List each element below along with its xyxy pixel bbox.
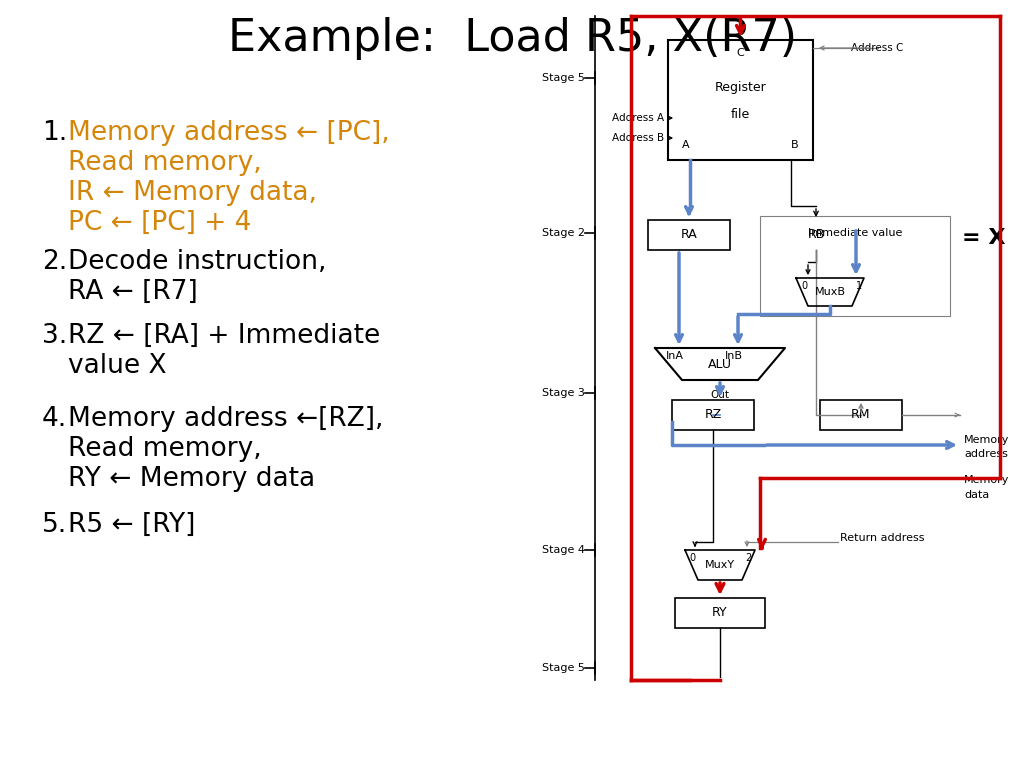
Text: R5 ← [RY]: R5 ← [RY] [68, 512, 196, 538]
Bar [675, 598, 765, 628]
Text: Address A: Address A [612, 113, 664, 123]
Text: InA: InA [666, 351, 684, 361]
Polygon shape [685, 550, 755, 580]
Text: RA: RA [681, 229, 697, 241]
Text: Address B: Address B [612, 133, 664, 143]
Text: B: B [792, 140, 799, 150]
Text: 2: 2 [744, 553, 752, 563]
Text: Example:  Load R5, X(R7): Example: Load R5, X(R7) [227, 16, 797, 59]
Text: RM: RM [851, 409, 870, 422]
Text: Read memory,: Read memory, [68, 150, 262, 176]
Text: Stage 4: Stage 4 [542, 545, 585, 555]
Bar [760, 216, 950, 316]
Text: Memory address ← [PC],: Memory address ← [PC], [68, 120, 390, 146]
Text: A: A [682, 140, 690, 150]
Text: Decode instruction,: Decode instruction, [68, 249, 327, 275]
Text: Memory address ←[RZ],: Memory address ←[RZ], [68, 406, 384, 432]
Text: Out: Out [711, 390, 729, 400]
Bar [775, 220, 857, 250]
Text: Stage 2: Stage 2 [542, 228, 585, 238]
Text: PC ← [PC] + 4: PC ← [PC] + 4 [68, 210, 251, 236]
Text: = X: = X [962, 228, 1006, 248]
Text: MuxY: MuxY [705, 560, 735, 570]
Text: Stage 3: Stage 3 [542, 388, 585, 398]
Text: IR ← Memory data,: IR ← Memory data, [68, 180, 317, 206]
Text: file: file [731, 108, 751, 121]
Text: Address C: Address C [851, 43, 903, 53]
Text: RZ: RZ [705, 409, 722, 422]
Text: data: data [964, 490, 989, 500]
Text: 0: 0 [801, 281, 807, 291]
Text: value X: value X [68, 353, 167, 379]
Text: 3.: 3. [42, 323, 68, 349]
Text: Memory: Memory [964, 435, 1010, 445]
Text: MuxB: MuxB [814, 287, 846, 297]
Text: 2.: 2. [42, 249, 68, 275]
Text: 4.: 4. [42, 406, 68, 432]
Text: 5.: 5. [42, 512, 68, 538]
Polygon shape [655, 348, 785, 380]
Text: RA ← [R7]: RA ← [R7] [68, 279, 198, 305]
Text: 0: 0 [689, 553, 695, 563]
Text: Memory: Memory [964, 475, 1010, 485]
Bar [668, 40, 813, 160]
Text: RZ ← [RA] + Immediate: RZ ← [RA] + Immediate [68, 323, 380, 349]
Text: 1.: 1. [42, 120, 68, 146]
Text: Stage 5: Stage 5 [542, 73, 585, 83]
Text: Return address: Return address [840, 533, 925, 543]
Text: RB: RB [807, 229, 824, 241]
Text: RY: RY [712, 607, 728, 620]
Text: ALU: ALU [708, 357, 732, 370]
Text: C: C [736, 48, 744, 58]
Text: InB: InB [725, 351, 743, 361]
Text: Read memory,: Read memory, [68, 436, 262, 462]
Text: Register: Register [715, 81, 766, 94]
Text: RY ← Memory data: RY ← Memory data [68, 466, 315, 492]
Bar [672, 400, 754, 430]
Bar [820, 400, 902, 430]
Text: 1: 1 [856, 281, 862, 291]
Text: address: address [964, 449, 1008, 459]
Polygon shape [796, 278, 864, 306]
Bar [648, 220, 730, 250]
Text: Stage 5: Stage 5 [542, 663, 585, 673]
Text: Immediate value: Immediate value [808, 228, 902, 238]
